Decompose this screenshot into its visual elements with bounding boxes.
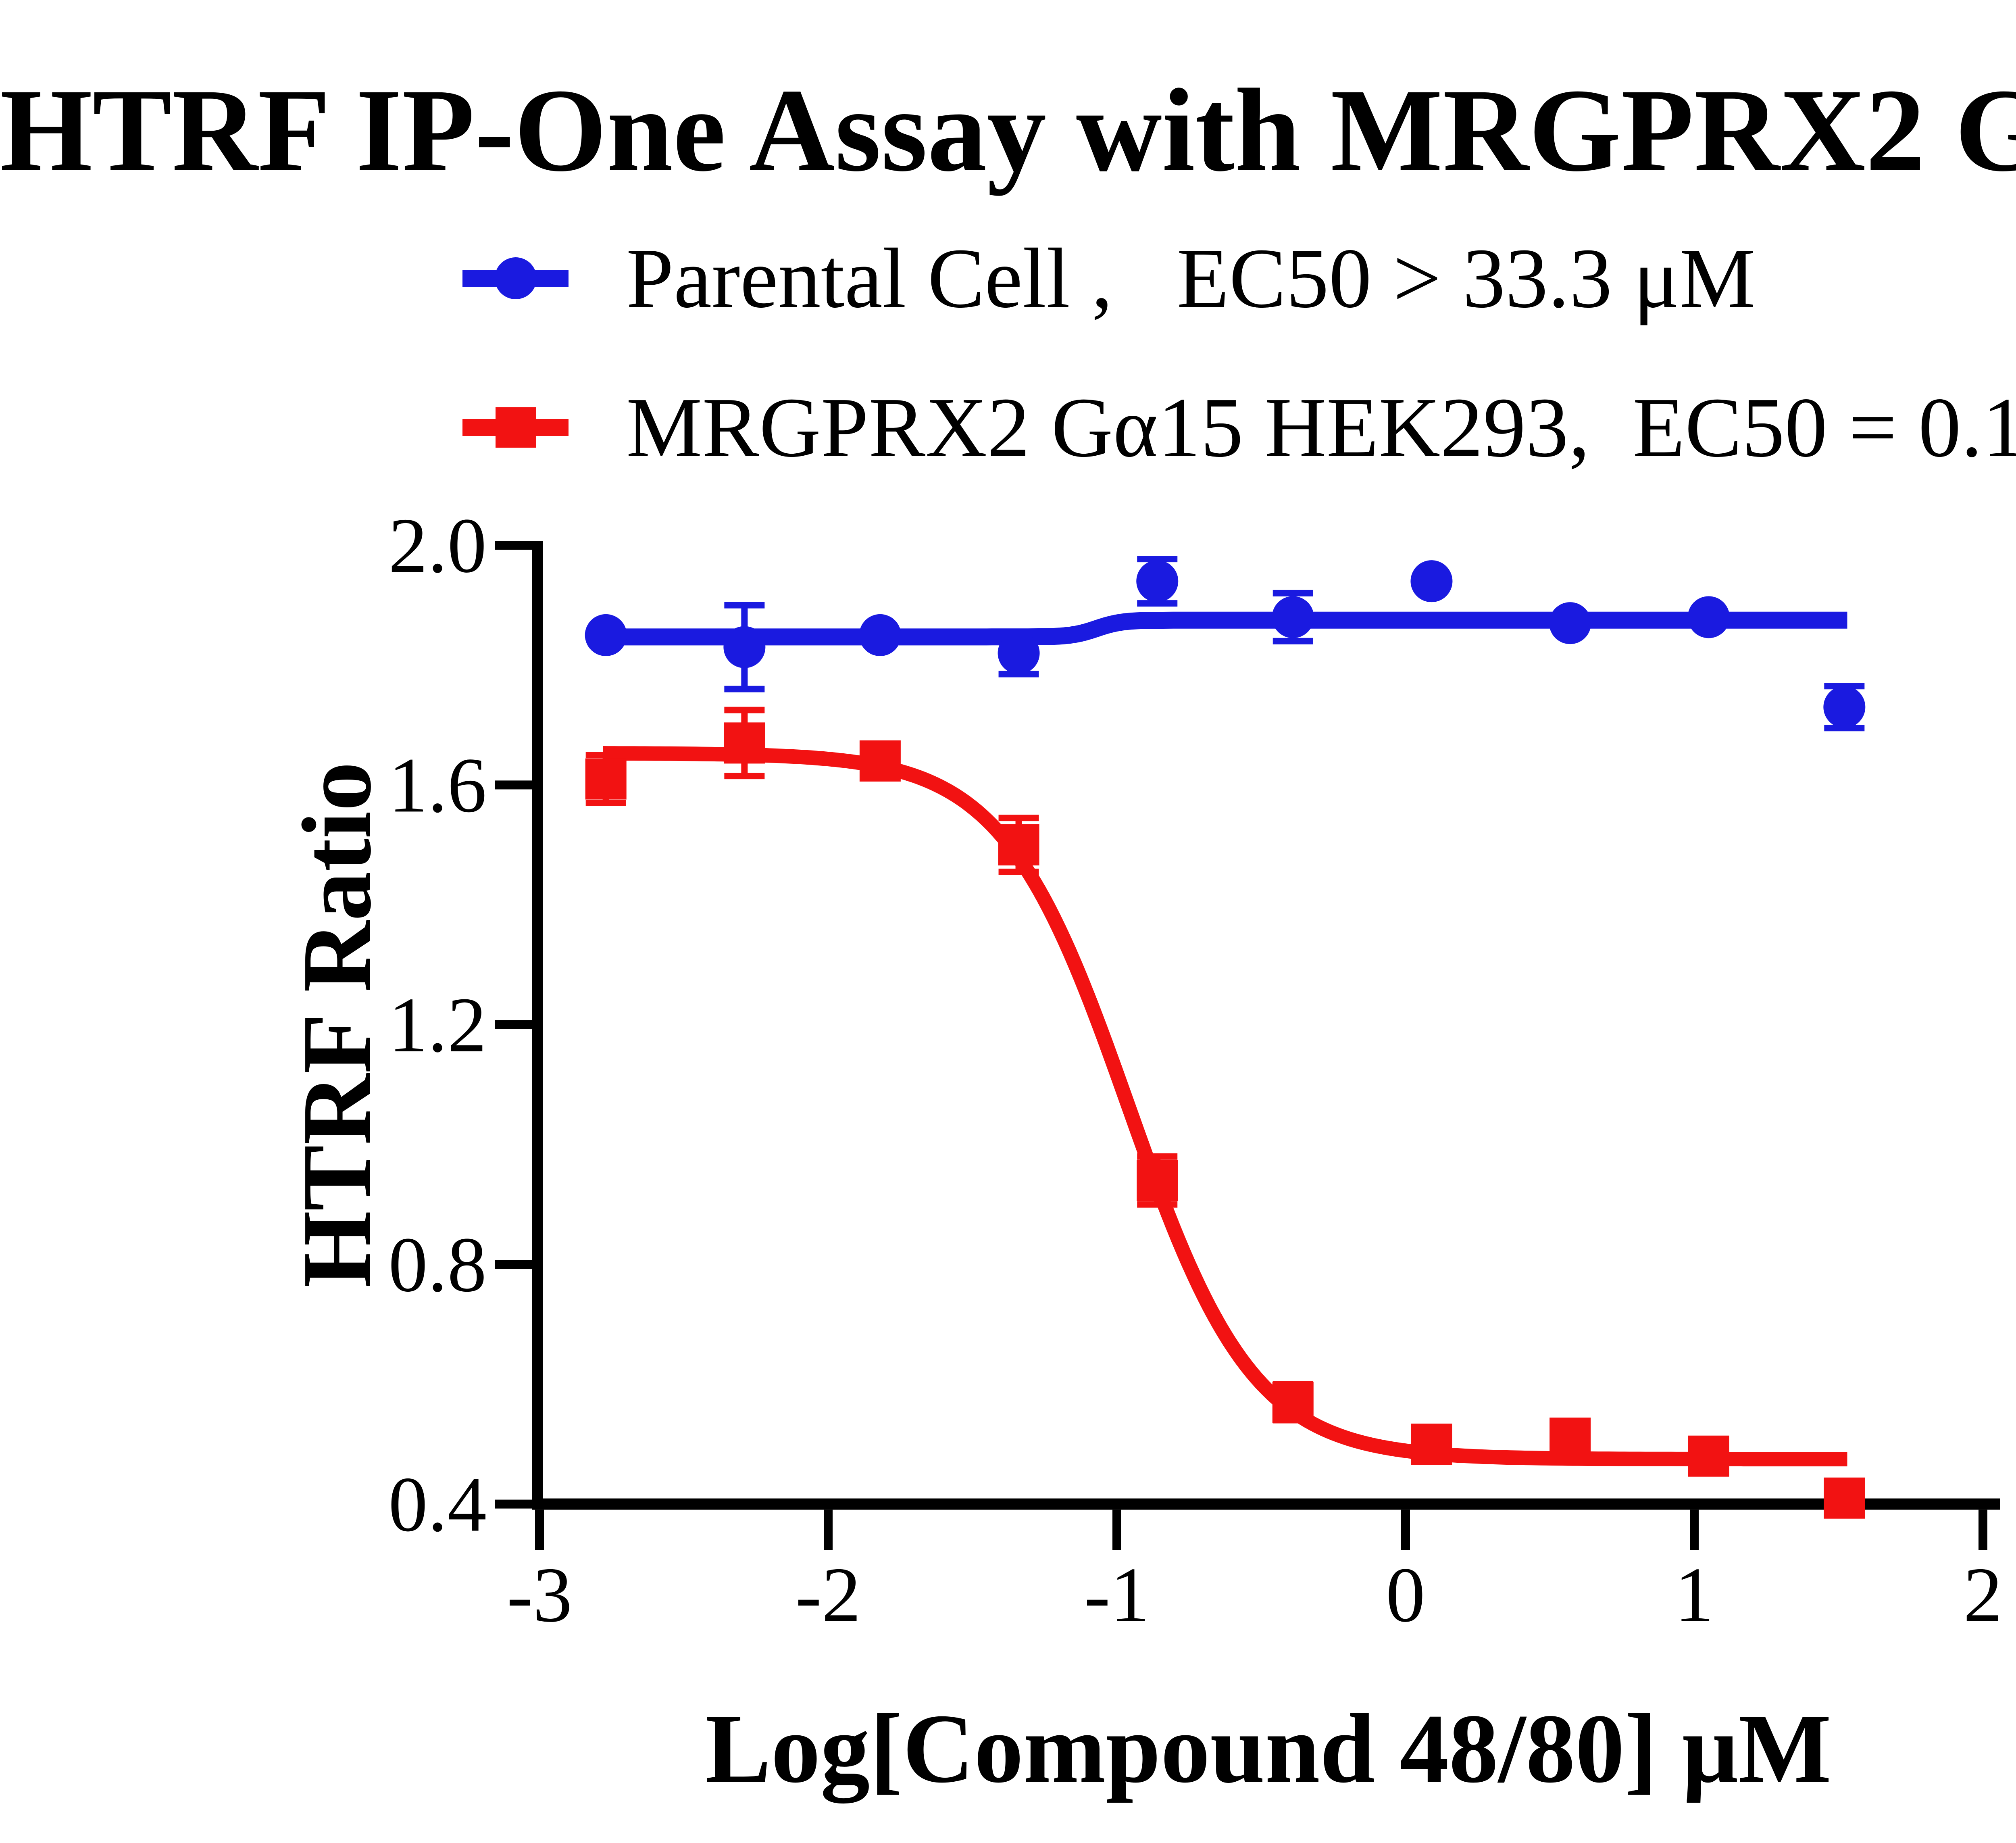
y-tick bbox=[495, 1499, 532, 1509]
x-tick bbox=[535, 1509, 544, 1550]
legend-marker-mrgprx2 bbox=[462, 395, 569, 460]
data-point-parental bbox=[1823, 686, 1866, 728]
x-tick-label: -1 bbox=[1084, 1551, 1150, 1639]
y-tick-label: 0.4 bbox=[388, 1461, 487, 1548]
data-point-parental bbox=[585, 614, 627, 656]
data-point-mrgprx2 bbox=[724, 722, 765, 764]
x-tick bbox=[824, 1509, 833, 1550]
x-tick-label: 1 bbox=[1674, 1551, 1714, 1639]
data-point-parental bbox=[1410, 560, 1453, 603]
legend-item-mrgprx2: MRGPRX2 Gα15 HEK293, EC50 = 0.11 μM bbox=[462, 367, 2016, 488]
data-point-mrgprx2 bbox=[1272, 1381, 1314, 1423]
x-tick-label: 0 bbox=[1386, 1551, 1425, 1639]
x-axis-title: Log[Compound 48/80] μM bbox=[705, 1694, 1832, 1803]
data-point-mrgprx2 bbox=[859, 740, 901, 782]
y-tick bbox=[495, 1260, 532, 1269]
y-tick-label: 2.0 bbox=[388, 502, 487, 589]
data-point-parental bbox=[1136, 560, 1179, 603]
legend-square-icon bbox=[495, 407, 536, 448]
legend-label-mrgprx2: MRGPRX2 Gα15 HEK293, EC50 = 0.11 μM bbox=[626, 380, 2016, 475]
data-point-mrgprx2 bbox=[998, 824, 1039, 865]
data-point-mrgprx2 bbox=[585, 758, 627, 800]
data-point-parental bbox=[723, 626, 766, 668]
x-tick bbox=[1979, 1509, 1987, 1550]
fit-curve-parental bbox=[603, 611, 1847, 646]
data-point-parental bbox=[1687, 596, 1730, 638]
legend-item-parental: Parental Cell , EC50 > 33.3 μM bbox=[462, 218, 1756, 339]
data-point-mrgprx2 bbox=[1549, 1418, 1591, 1459]
x-tick-label: -2 bbox=[796, 1551, 861, 1639]
legend-label-parental: Parental Cell , EC50 > 33.3 μM bbox=[626, 231, 1756, 325]
y-tick bbox=[495, 780, 532, 790]
legend-circle-icon bbox=[494, 257, 537, 299]
y-axis-line bbox=[532, 541, 543, 1510]
x-axis-line bbox=[532, 1498, 2000, 1510]
data-point-parental bbox=[859, 614, 901, 656]
data-point-parental bbox=[1272, 596, 1314, 638]
data-point-parental bbox=[998, 632, 1040, 674]
y-tick bbox=[495, 1020, 532, 1029]
x-tick bbox=[1690, 1509, 1699, 1550]
x-tick bbox=[1401, 1509, 1410, 1550]
x-tick-label: -3 bbox=[507, 1551, 572, 1639]
data-point-parental bbox=[1549, 602, 1591, 644]
data-point-mrgprx2 bbox=[1411, 1424, 1452, 1465]
data-point-mrgprx2 bbox=[1137, 1160, 1178, 1201]
data-point-mrgprx2 bbox=[1688, 1435, 1729, 1477]
y-tick bbox=[495, 541, 532, 550]
y-tick-label: 0.8 bbox=[388, 1221, 487, 1308]
chart-title: HTRF IP-One Assay with MRGPRX2 Gα15 HEK2… bbox=[0, 64, 2016, 196]
fit-curve-mrgprx2 bbox=[603, 746, 1847, 1467]
legend-marker-parental bbox=[462, 246, 569, 311]
y-tick-label: 1.2 bbox=[388, 982, 487, 1069]
x-tick bbox=[1112, 1509, 1121, 1550]
x-tick-label: 2 bbox=[1963, 1551, 2003, 1639]
y-tick-label: 1.6 bbox=[388, 742, 487, 829]
data-point-mrgprx2 bbox=[1824, 1477, 1865, 1519]
